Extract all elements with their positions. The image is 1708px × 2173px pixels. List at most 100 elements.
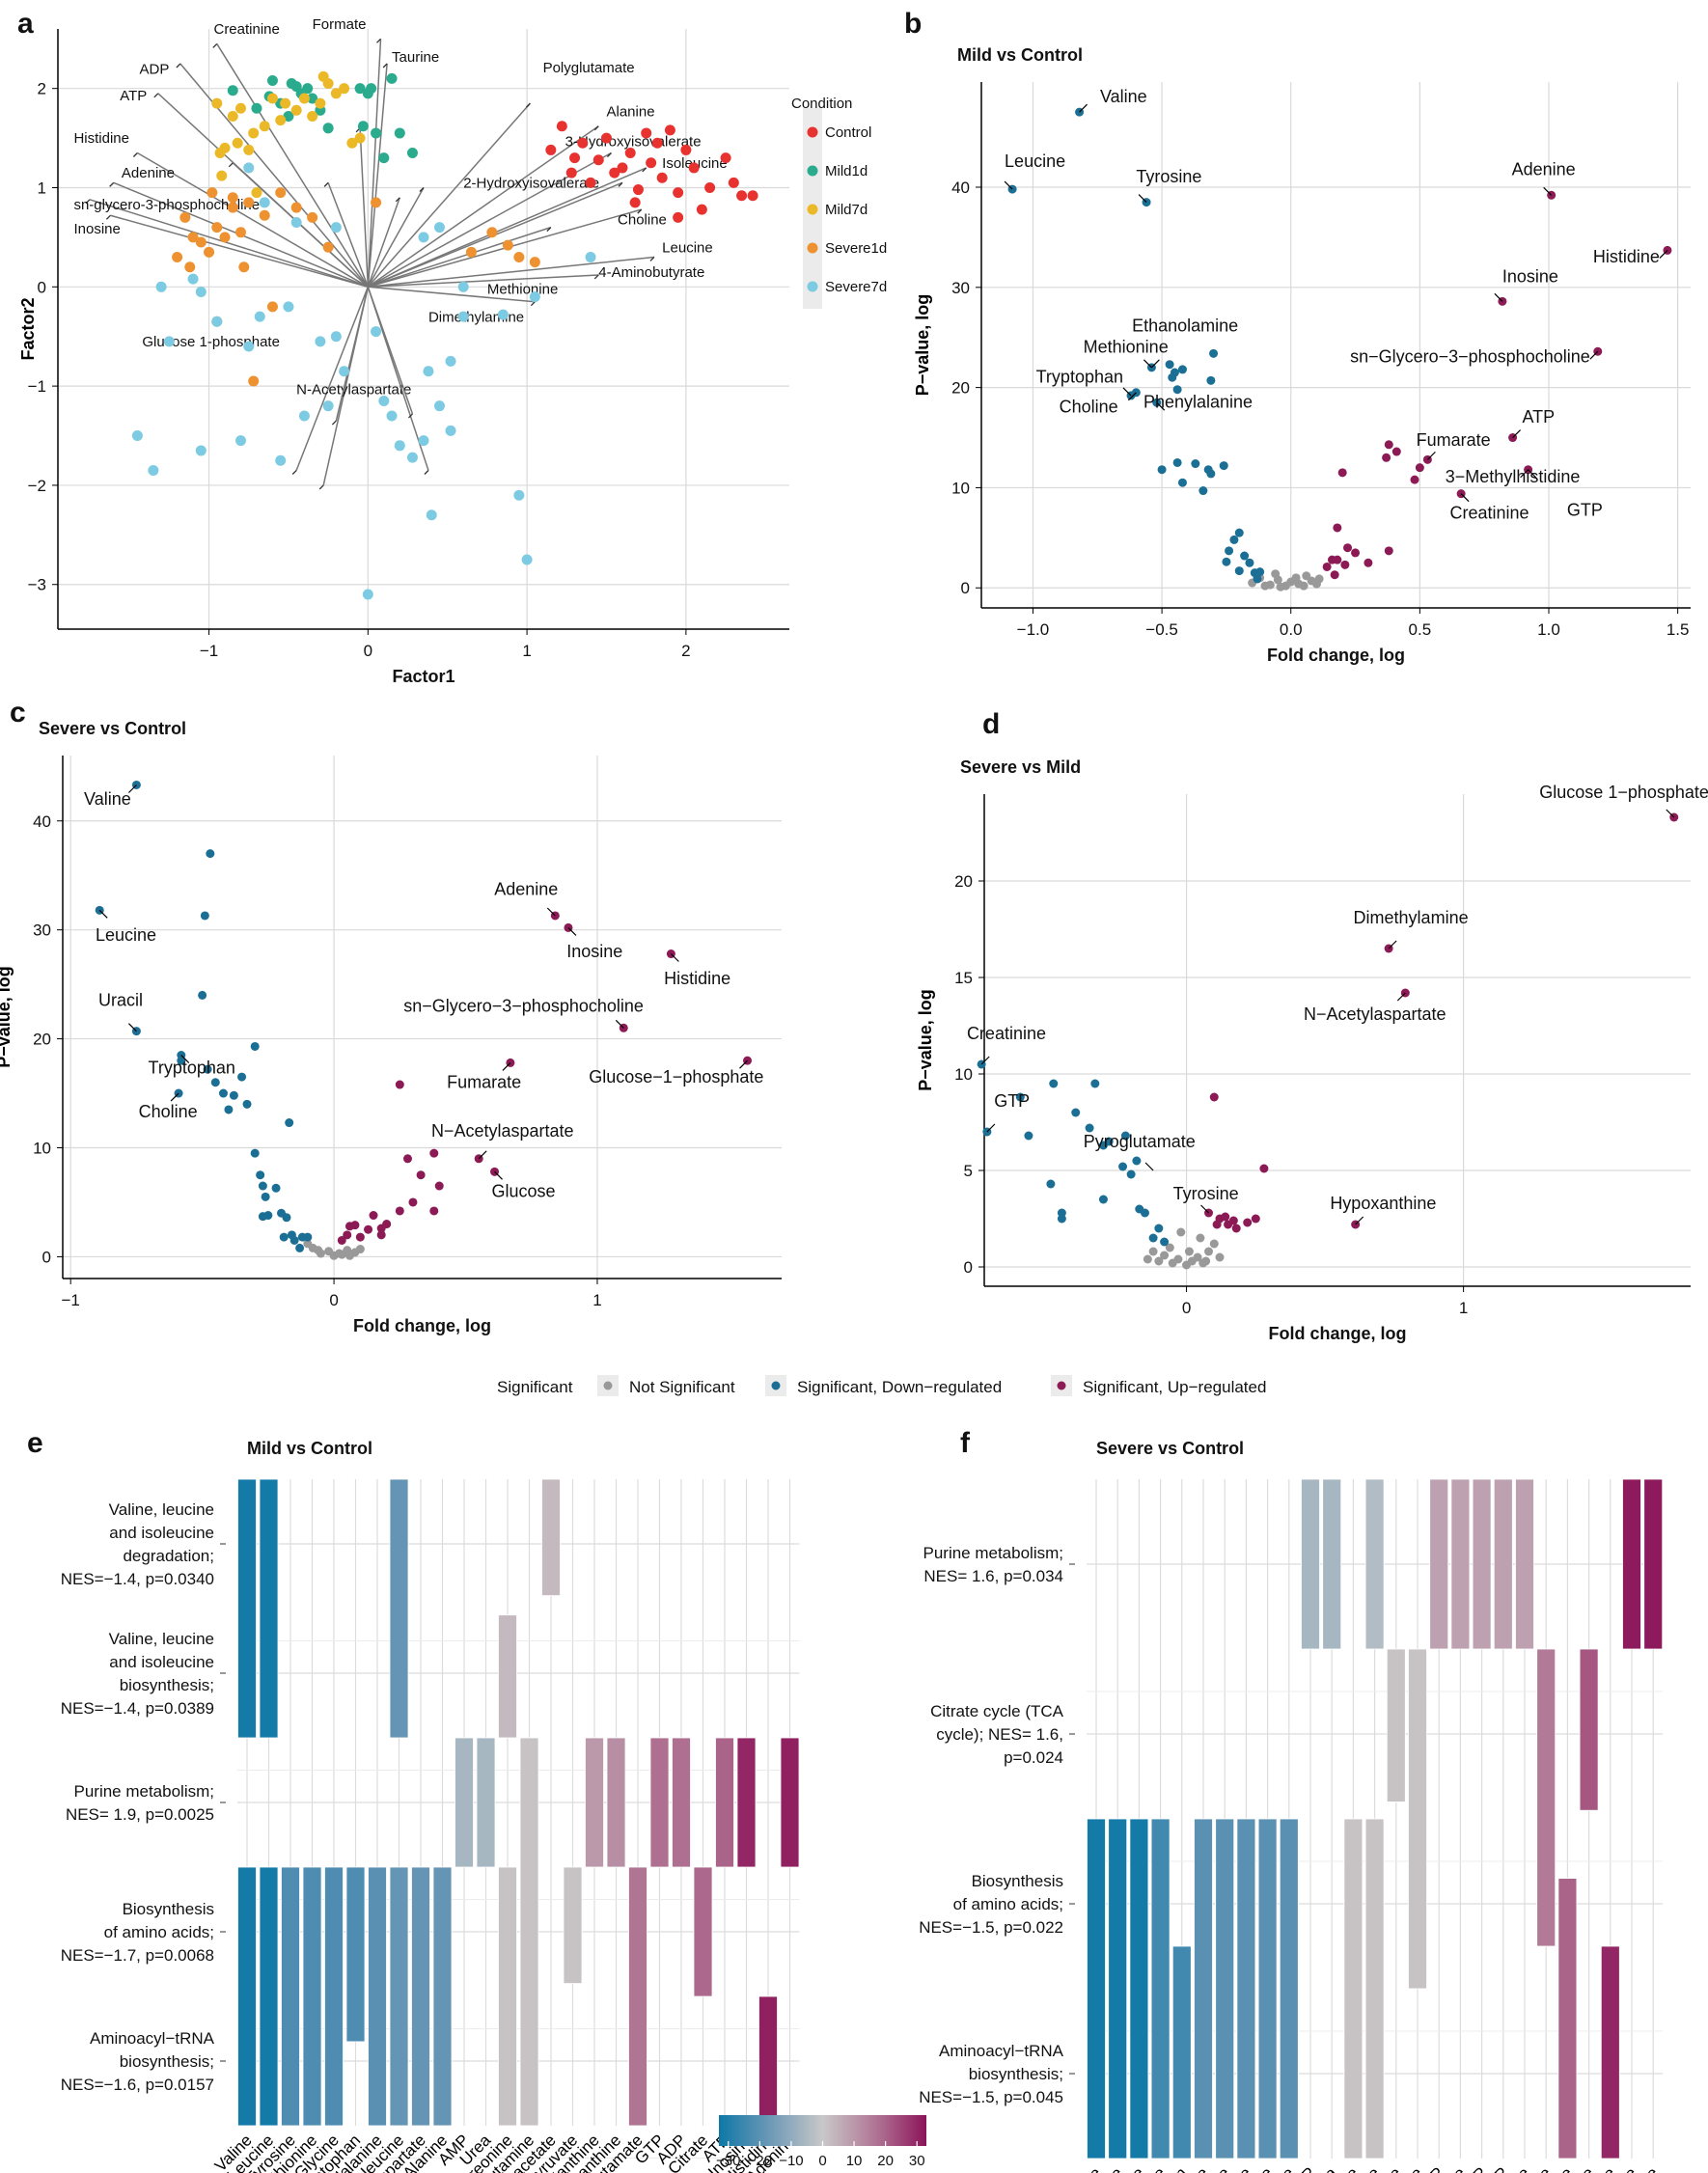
annotation-leader (1143, 359, 1152, 369)
point-ns (344, 1251, 354, 1260)
row-label: NES=−1.7, p=0.0068 (61, 1946, 214, 1965)
point-control (641, 127, 652, 139)
point-severe1d (207, 187, 218, 199)
heatmap-cell (649, 1737, 670, 1868)
chart-title: Mild vs Control (957, 45, 1083, 65)
colorbar-ramp (719, 2115, 926, 2146)
loading-label: N-Acetylaspartate (296, 381, 411, 398)
y-tick-label: 20 (33, 1031, 51, 1049)
point-severe1d (259, 209, 270, 221)
point-ns (324, 1247, 334, 1256)
point-severe7d (131, 430, 143, 442)
point-ns (1271, 569, 1281, 579)
annotation-leader (1460, 493, 1470, 503)
annotation-label: Phenylalanine (1143, 392, 1253, 411)
point-control (632, 184, 644, 196)
point-up (1221, 1212, 1230, 1222)
heatmap-cell (1622, 1478, 1641, 1650)
point-up (1333, 523, 1342, 533)
legend-swatch-mild7d (807, 204, 818, 215)
loading-vector (216, 43, 369, 288)
annotation-leader (1512, 429, 1522, 438)
annotation-label: Inosine (566, 942, 622, 961)
point-ns (337, 1250, 346, 1259)
point-severe7d (378, 396, 390, 407)
point-ns (1173, 1254, 1183, 1264)
annotation-label: Creatinine (1450, 504, 1529, 523)
point-up (1343, 543, 1353, 553)
annotation-leader (1396, 992, 1406, 1002)
point-up (434, 1181, 444, 1191)
row-label: Valine, leucine (109, 1500, 214, 1519)
point-up (1333, 555, 1342, 564)
y-tick-label: 0 (42, 1248, 51, 1266)
annotation-label: Ethanolamine (1132, 316, 1238, 335)
row-label: NES=−1.4, p=0.0389 (61, 1699, 214, 1718)
point-severe7d (418, 232, 429, 243)
loading-label: sn-glycero-3-phosphocholine (73, 197, 260, 213)
point-up (1384, 546, 1393, 556)
column-label: ADP (1453, 2163, 1490, 2173)
loading-vector (179, 63, 369, 288)
x-tick-label: −1 (200, 642, 218, 660)
point-up (1243, 1218, 1253, 1227)
y-tick-label: 0 (961, 579, 970, 597)
loading-vector (110, 214, 369, 289)
colorbar-tick-label: 10 (846, 2153, 863, 2169)
point-severe7d (529, 291, 540, 303)
loading-label: Alanine (607, 103, 655, 120)
point-mild7d (232, 137, 243, 149)
annotation-label: Histidine (664, 969, 730, 988)
point-up (1410, 475, 1419, 484)
row-label: Valine, leucine (109, 1630, 214, 1648)
heatmap-cell (259, 1866, 279, 2127)
loading-label: Formate (313, 16, 367, 33)
point-control (609, 167, 620, 179)
annotation-label: Hypoxanthine (1330, 1194, 1436, 1213)
loading-vector (368, 167, 647, 288)
heatmap-cell (1557, 1878, 1578, 2159)
point-down (1177, 365, 1187, 374)
point-severe7d (243, 162, 255, 174)
loading-arrowhead (593, 125, 599, 131)
y-tick-label: 30 (951, 279, 970, 297)
point-mild1d (371, 127, 382, 139)
x-tick-label: 1 (1459, 1299, 1468, 1317)
legend-label: Not Significant (629, 1378, 735, 1396)
y-tick-label: 2 (38, 80, 46, 98)
annotation-leader (1138, 194, 1147, 203)
point-severe7d (235, 435, 246, 447)
point-up (1251, 1214, 1260, 1224)
column-label: Alanine (1160, 2163, 1212, 2173)
point-mild7d (290, 104, 302, 116)
point-severe7d (521, 554, 533, 565)
panel-label-b: b (904, 8, 922, 40)
annotation-leader (546, 907, 556, 917)
point-ns (1165, 1243, 1174, 1252)
heatmap-cell (1472, 1478, 1492, 1650)
row-label: Purine metabolism; (73, 1782, 214, 1801)
point-mild7d (248, 127, 260, 139)
point-down (1015, 1092, 1025, 1102)
legend-label: Significant, Down−regulated (797, 1378, 1002, 1396)
annotation-label: Adenine (1512, 160, 1576, 179)
point-down (1154, 1224, 1164, 1233)
point-severe7d (362, 589, 373, 600)
heatmap-cell (1236, 1818, 1256, 2159)
annotation-label: Tryptophan (149, 1059, 235, 1078)
point-severe1d (184, 261, 196, 273)
annotation-leader (1589, 350, 1599, 360)
annotation-label: Histidine (1593, 247, 1660, 266)
x-axis-label: Fold change, log (353, 1316, 491, 1335)
annotation-label: Choline (139, 1102, 198, 1121)
chart-title: Severe vs Control (1096, 1439, 1244, 1458)
point-mild1d (354, 83, 366, 95)
loading-arrowhead (105, 214, 111, 220)
point-mild1d (378, 152, 390, 164)
legend-label: Severe7d (825, 279, 887, 295)
point-control (569, 152, 581, 164)
loading-arrowhead (109, 181, 115, 187)
annotation-label: Methionine (1084, 337, 1169, 356)
annotation-label: Inosine (1502, 267, 1558, 287)
loading-label: 3-Hydroxyisovalerate (565, 133, 702, 150)
